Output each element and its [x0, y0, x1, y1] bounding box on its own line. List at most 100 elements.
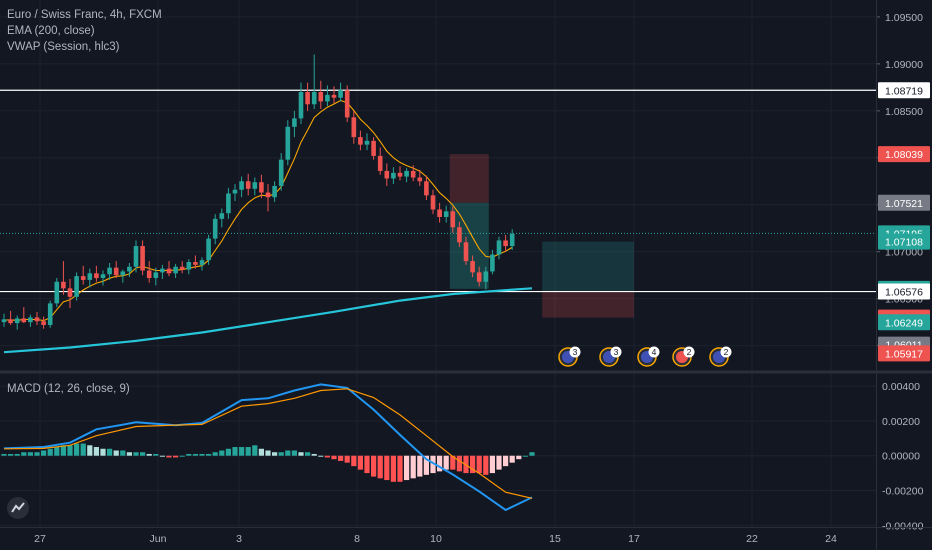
price-label-box [878, 146, 930, 163]
macd-histogram-bar [476, 455, 482, 474]
candle [397, 166, 403, 181]
candle-body [437, 209, 442, 217]
price-label-text: 1.05917 [885, 348, 923, 360]
candle-body [410, 170, 416, 178]
candle-body [113, 267, 119, 276]
macd-histogram-bar [390, 455, 396, 482]
candle [94, 265, 99, 282]
macd-histogram-bar [225, 448, 231, 456]
candle [470, 255, 475, 278]
candle-body [384, 170, 390, 179]
candle [437, 202, 442, 223]
macd-histogram-bar [60, 445, 66, 456]
candle [206, 234, 211, 265]
candle-body [206, 238, 211, 261]
candle-body [417, 177, 423, 182]
candle [457, 221, 462, 248]
macd-histogram-bar [54, 447, 60, 456]
candle-body [87, 273, 93, 280]
candle-body [318, 92, 324, 102]
macd-histogram-bar [522, 455, 528, 457]
candle-body [14, 318, 20, 324]
candle-body [278, 159, 284, 186]
macd-histogram-bar [397, 455, 403, 482]
candle [278, 153, 284, 191]
candle [61, 261, 66, 295]
candle-body [490, 254, 495, 272]
candle [430, 189, 436, 215]
price-label-text: 1.08719 [885, 85, 923, 97]
macd-histogram-bar [27, 452, 33, 456]
candle-body [503, 240, 508, 247]
price-axis-label: 1.08500 [885, 106, 923, 118]
time-axis-label: 8 [354, 533, 360, 545]
candle [490, 249, 495, 275]
candle-body [496, 240, 502, 255]
macd-histogram-bar [133, 452, 139, 456]
candle [503, 234, 508, 252]
macd-axis-label: 0.00000 [882, 451, 920, 463]
vwap-legend[interactable]: VWAP (Session, hlc3) [7, 41, 120, 53]
candle [463, 236, 469, 265]
candle [232, 184, 238, 201]
macd-histogram-bar [199, 453, 205, 456]
macd-histogram-bar [34, 452, 40, 456]
macd-histogram-bar [344, 455, 350, 463]
macd-histogram-bar [516, 455, 522, 460]
candle [166, 261, 172, 277]
candle [47, 300, 53, 328]
candle-body [173, 266, 178, 274]
candle [140, 240, 145, 276]
price-label-text: 1.06576 [885, 287, 923, 299]
candle-body [54, 281, 60, 304]
time-axis-label: 27 [34, 533, 46, 545]
event-count-text: 2 [687, 347, 692, 357]
macd-axis-label: -0.00200 [882, 485, 924, 497]
candle-body [311, 92, 317, 105]
macd-histogram-bar [212, 452, 218, 456]
macd-histogram-bar [1, 453, 7, 456]
candle-body [41, 321, 46, 325]
candle-body [351, 117, 357, 138]
macd-histogram-bar [470, 455, 476, 474]
event-count-badge [683, 346, 695, 358]
candle-body [483, 271, 489, 282]
candle [41, 316, 46, 329]
candle-body [160, 268, 165, 273]
candle-body [94, 273, 99, 279]
candle [113, 261, 119, 279]
candle-body [305, 92, 310, 105]
candle [173, 263, 178, 279]
time-axis-label: 24 [825, 533, 837, 545]
candle-body [331, 94, 337, 98]
event-count-badge [569, 346, 581, 358]
candle-body [371, 140, 376, 156]
macd-histogram-bar [8, 453, 14, 456]
macd-histogram-bar [489, 455, 495, 474]
candle-body [1, 319, 7, 323]
macd-histogram-bar [87, 445, 93, 456]
candle-body [8, 319, 13, 324]
macd-legend[interactable]: MACD (12, 26, close, 9) [7, 383, 130, 395]
candle-body [397, 172, 403, 177]
macd-histogram-bar [450, 455, 456, 470]
macd-histogram-bar [437, 455, 443, 472]
time-axis-label: 15 [549, 533, 561, 545]
candle-body [120, 271, 126, 276]
candle-body [219, 213, 225, 219]
macd-histogram-bar [107, 448, 113, 456]
candle-body [391, 172, 396, 179]
tradingview-logo[interactable] [7, 497, 29, 519]
long-position-risk-zone [542, 291, 634, 318]
candle [298, 82, 304, 124]
ema-legend[interactable]: EMA (200, close) [7, 25, 95, 37]
candle [344, 85, 350, 123]
macd-histogram-bar [410, 455, 416, 479]
price-label-text: 1.07521 [885, 198, 923, 210]
candle [259, 174, 264, 199]
long-position-reward-zone [542, 241, 634, 292]
candle [100, 270, 106, 286]
symbol-legend[interactable]: Euro / Swiss Franc, 4h, FXCM [7, 9, 162, 21]
